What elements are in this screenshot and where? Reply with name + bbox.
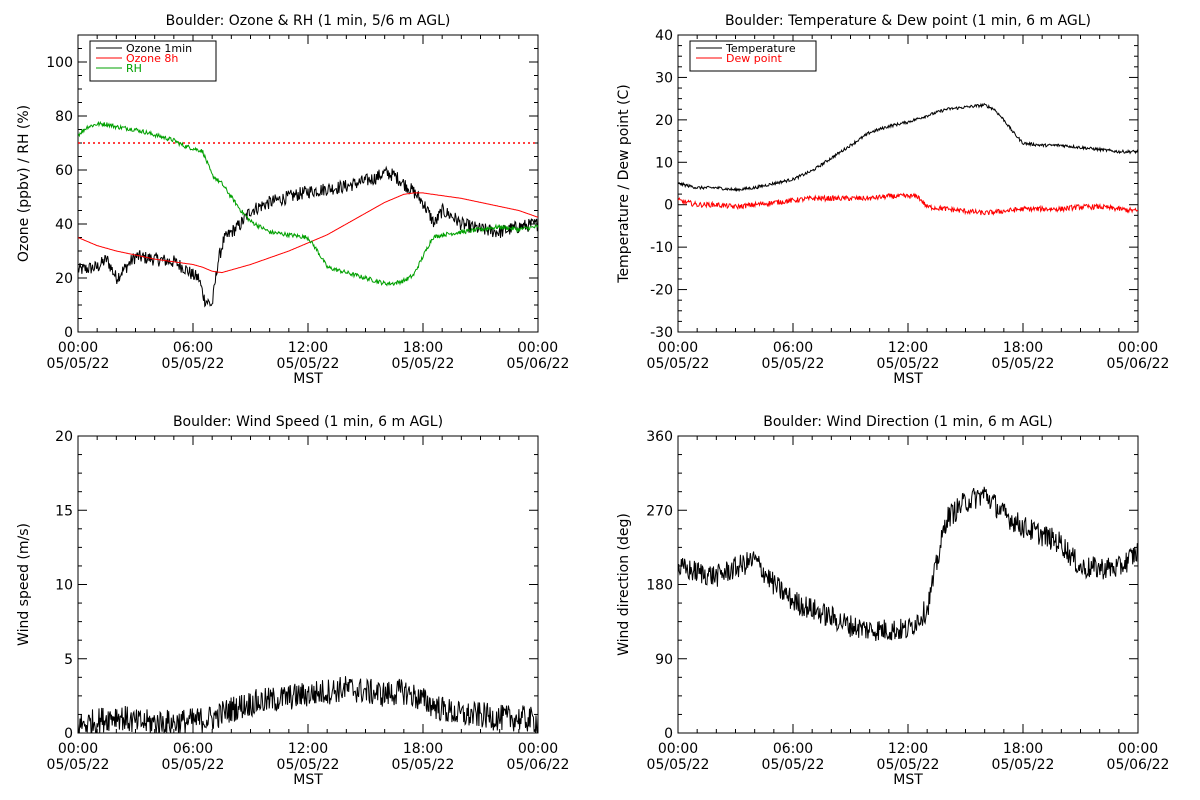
x-tick-date-label: 05/05/22 xyxy=(47,356,110,372)
x-axis-label: MST xyxy=(893,772,923,788)
plot-frame xyxy=(677,435,1139,734)
x-axis-label: MST xyxy=(293,772,323,788)
x-tick-time-label: 12:00 xyxy=(288,340,328,356)
x-tick-date-label: 05/06/22 xyxy=(1107,757,1170,773)
wind-speed-panel: Boulder: Wind Speed (1 min, 6 m AGL) 0 5 10… xyxy=(16,414,569,788)
y-tick-label: 0 xyxy=(64,726,73,742)
series-line-1 xyxy=(678,192,1138,216)
legend-label: Temperature xyxy=(725,42,796,55)
x-tick-date-label: 05/05/22 xyxy=(992,356,1055,372)
legend-label: Dew point xyxy=(726,52,782,65)
x-tick-date-label: 05/05/22 xyxy=(162,356,225,372)
x-tick-date-label: 05/06/22 xyxy=(1107,356,1170,372)
x-tick-time-label: 12:00 xyxy=(888,741,928,757)
x-axis-label: MST xyxy=(893,371,923,387)
y-tick-label: 60 xyxy=(55,163,73,179)
y-tick-label: 0 xyxy=(664,198,673,214)
series-line-1 xyxy=(78,192,538,274)
y-axis-label: Temperature / Dew point (C) xyxy=(616,84,632,283)
y-tick-label: -20 xyxy=(650,283,673,299)
y-tick-label: 20 xyxy=(55,429,73,445)
x-tick-date-label: 05/05/22 xyxy=(877,757,940,773)
y-tick-label: 40 xyxy=(655,28,673,44)
y-tick-label: 40 xyxy=(55,217,73,233)
x-tick-date-label: 05/05/22 xyxy=(647,356,710,372)
y-tick-label: 90 xyxy=(655,652,673,668)
x-tick-time-label: 00:00 xyxy=(58,741,98,757)
y-tick-label: 5 xyxy=(64,652,73,668)
chart-title: Boulder: Wind Speed (1 min, 6 m AGL) xyxy=(173,414,443,430)
plot-frame xyxy=(677,34,1139,333)
y-tick-label: 15 xyxy=(55,503,73,519)
chart-title: Boulder: Wind Direction (1 min, 6 m AGL) xyxy=(763,414,1052,430)
legend-label: Ozone 1min xyxy=(126,42,192,55)
x-tick-time-label: 00:00 xyxy=(658,741,698,757)
legend-label: RH xyxy=(126,62,142,75)
y-tick-label: 100 xyxy=(46,55,73,71)
y-tick-label: -10 xyxy=(650,240,673,256)
legend-box xyxy=(689,40,817,72)
y-tick-label: 270 xyxy=(646,503,673,519)
x-tick-date-label: 05/05/22 xyxy=(647,757,710,773)
x-tick-time-label: 18:00 xyxy=(1003,741,1043,757)
y-tick-label: 0 xyxy=(664,726,673,742)
y-tick-label: 20 xyxy=(655,113,673,129)
x-tick-time-label: 00:00 xyxy=(518,741,558,757)
x-tick-time-label: 18:00 xyxy=(1003,340,1043,356)
series-line-2 xyxy=(78,120,538,287)
x-tick-time-label: 12:00 xyxy=(288,741,328,757)
y-tick-label: 80 xyxy=(55,109,73,125)
series-line-0 xyxy=(78,676,538,733)
x-tick-time-label: 00:00 xyxy=(518,340,558,356)
y-tick-label: 0 xyxy=(64,325,73,341)
x-tick-date-label: 05/05/22 xyxy=(877,356,940,372)
series-line-0 xyxy=(78,165,538,308)
legend-label: Ozone 8h xyxy=(126,52,178,65)
y-tick-label: 10 xyxy=(655,155,673,171)
y-tick-label: 180 xyxy=(646,578,673,594)
series-line-0 xyxy=(678,486,1138,642)
x-tick-date-label: 05/05/22 xyxy=(392,356,455,372)
ozone-rh-panel: Boulder: Ozone & RH (1 min, 5/6 m AGL) 0 2… xyxy=(16,13,569,387)
x-tick-time-label: 00:00 xyxy=(58,340,98,356)
x-tick-time-label: 00:00 xyxy=(1118,741,1158,757)
x-tick-date-label: 05/05/22 xyxy=(277,757,340,773)
y-axis-label: Ozone (ppbv) / RH (%) xyxy=(16,105,32,262)
temperature-dewpoint-panel: Boulder: Temperature & Dew point (1 min,… xyxy=(616,13,1169,387)
x-tick-date-label: 05/05/22 xyxy=(162,757,225,773)
y-tick-label: 30 xyxy=(655,70,673,86)
x-tick-date-label: 05/06/22 xyxy=(507,757,570,773)
x-tick-date-label: 05/06/22 xyxy=(507,356,570,372)
y-axis-label: Wind direction (deg) xyxy=(616,513,632,656)
x-tick-date-label: 05/05/22 xyxy=(277,356,340,372)
x-tick-time-label: 06:00 xyxy=(773,340,813,356)
y-axis-label: Wind speed (m/s) xyxy=(16,523,32,646)
x-tick-time-label: 12:00 xyxy=(888,340,928,356)
x-tick-time-label: 06:00 xyxy=(173,741,213,757)
wind-direction-panel: Boulder: Wind Direction (1 min, 6 m AGL)… xyxy=(616,414,1169,788)
y-tick-label: 360 xyxy=(646,429,673,445)
x-tick-time-label: 00:00 xyxy=(1118,340,1158,356)
x-tick-time-label: 06:00 xyxy=(773,741,813,757)
x-tick-date-label: 05/05/22 xyxy=(992,757,1055,773)
y-tick-label: 10 xyxy=(55,578,73,594)
x-tick-date-label: 05/05/22 xyxy=(392,757,455,773)
x-tick-time-label: 00:00 xyxy=(658,340,698,356)
x-tick-time-label: 18:00 xyxy=(403,340,443,356)
y-tick-label: -30 xyxy=(650,325,673,341)
x-tick-time-label: 06:00 xyxy=(173,340,213,356)
y-tick-label: 20 xyxy=(55,271,73,287)
x-axis-label: MST xyxy=(293,371,323,387)
chart-title: Boulder: Temperature & Dew point (1 min,… xyxy=(725,13,1091,29)
x-tick-time-label: 18:00 xyxy=(403,741,443,757)
x-tick-date-label: 05/05/22 xyxy=(762,356,825,372)
series-line-0 xyxy=(678,102,1138,193)
chart-title: Boulder: Ozone & RH (1 min, 5/6 m AGL) xyxy=(166,13,451,29)
x-tick-date-label: 05/05/22 xyxy=(47,757,110,773)
x-tick-date-label: 05/05/22 xyxy=(762,757,825,773)
